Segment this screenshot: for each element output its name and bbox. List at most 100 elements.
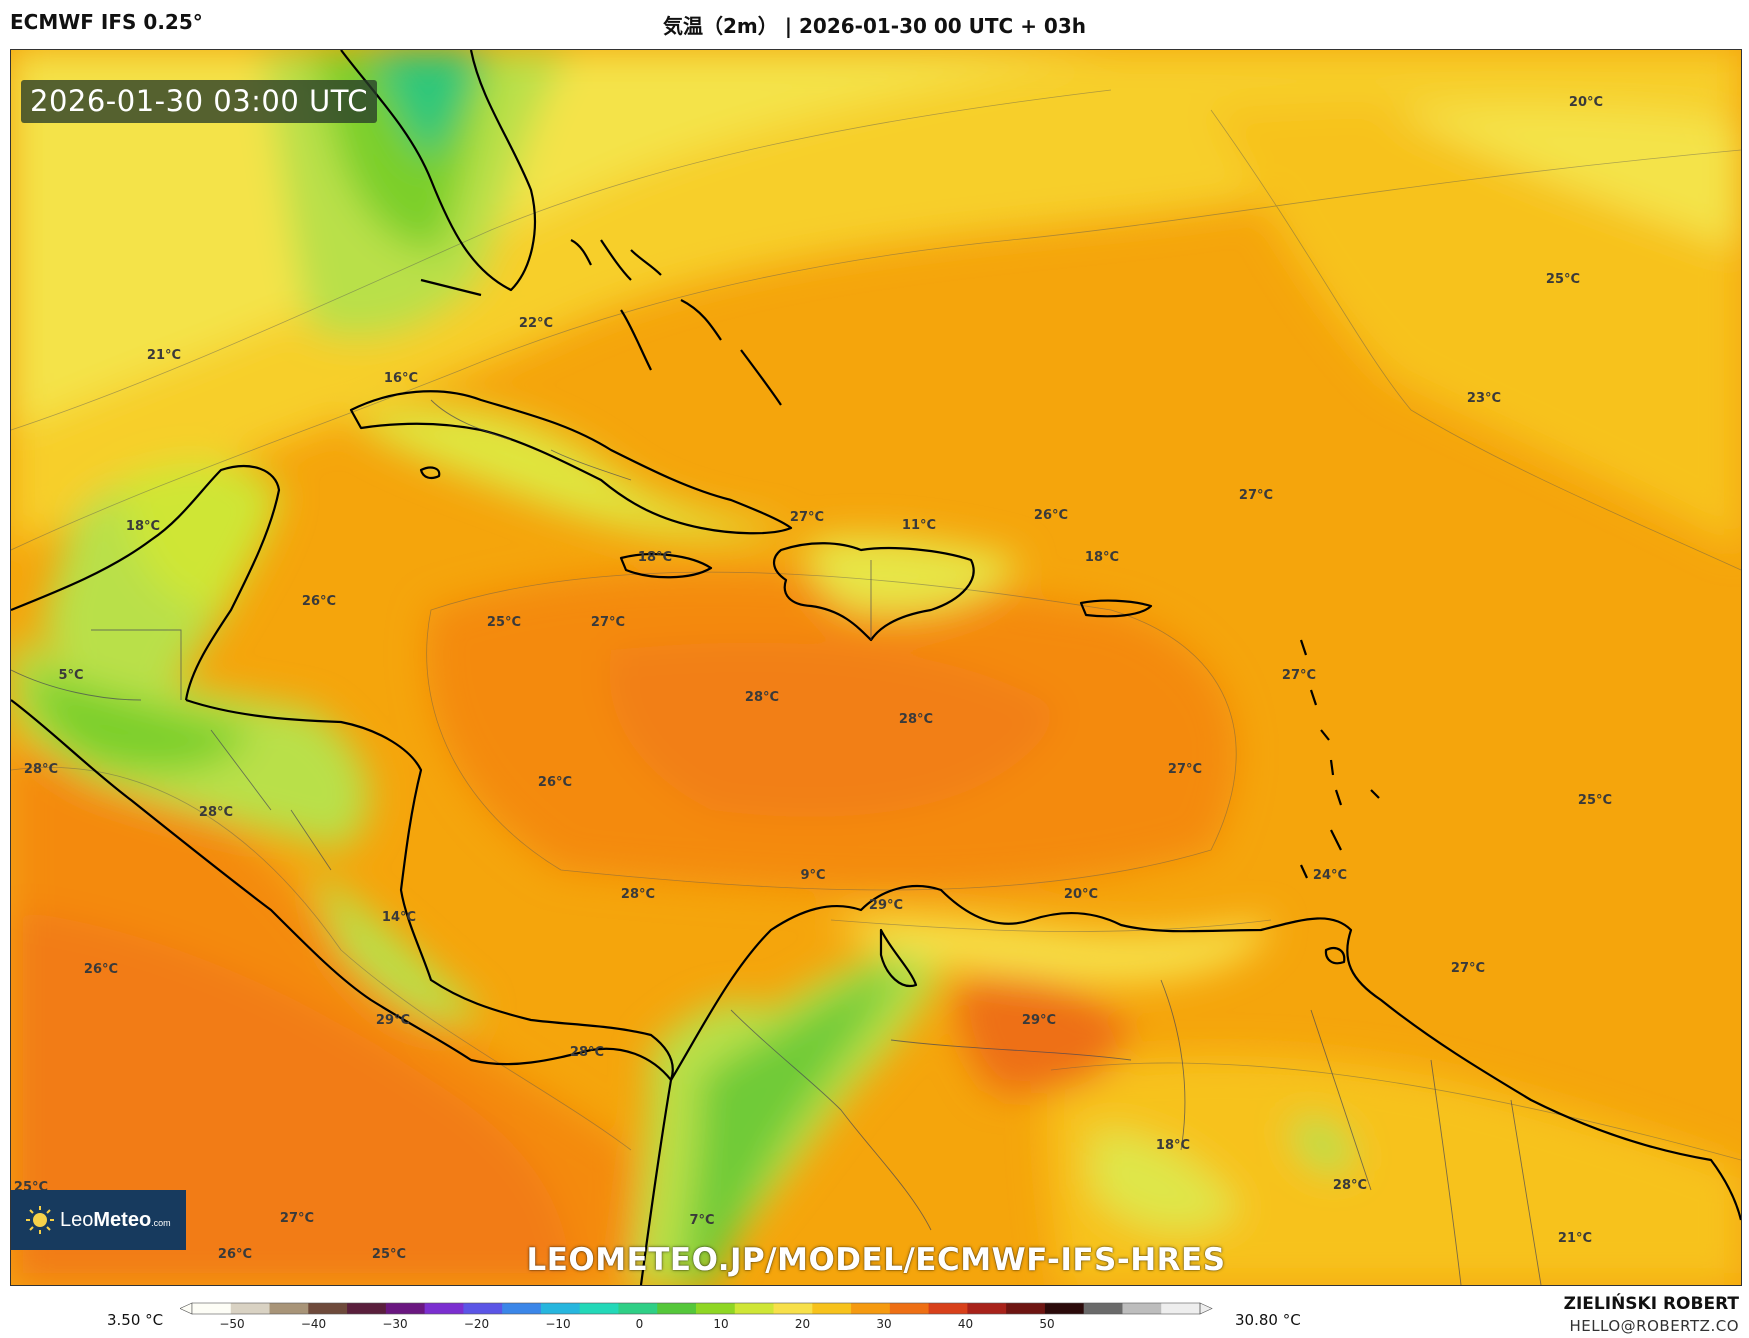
temperature-label: 20°C — [1569, 95, 1603, 110]
temperature-label: 25°C — [1578, 793, 1612, 808]
logo-text: LeoMeteo.com — [60, 1208, 171, 1231]
scale-tick-label: −40 — [301, 1317, 326, 1331]
weather-map[interactable]: 20°C 25°C 22°C 21°C 16°C 23°C 27°C 18°C 27°C 11°C… — [10, 49, 1742, 1286]
temperature-label: 27°C — [790, 510, 824, 525]
temperature-label: 28°C — [570, 1045, 604, 1060]
temperature-labels: 20°C 25°C 22°C 21°C 16°C 23°C 27°C 18°C 27°C 11°C… — [14, 95, 1612, 1262]
temperature-label: 9°C — [800, 868, 825, 883]
temperature-label: 26°C — [302, 594, 336, 609]
temperature-label: 22°C — [519, 316, 553, 331]
scale-tick-label: −30 — [382, 1317, 407, 1331]
temperature-label: 28°C — [199, 805, 233, 820]
legend-footer: 3.50 °C −50 −40 −30 −20 −10 0 10 20 30 40 50 30.80… — [0, 1288, 1749, 1338]
scale-swatch — [1122, 1303, 1162, 1314]
scale-swatch — [1161, 1303, 1201, 1314]
temperature-label: 20°C — [1064, 887, 1098, 902]
scale-swatch — [696, 1303, 736, 1314]
scale-swatch — [269, 1303, 309, 1314]
temperature-label: 29°C — [1022, 1013, 1056, 1028]
scale-swatch — [734, 1303, 775, 1314]
temperature-label: 18°C — [1085, 550, 1119, 565]
author-name: ZIELIŃSKI ROBERT — [1563, 1294, 1739, 1314]
scale-swatch — [657, 1303, 697, 1314]
temperature-label: 26°C — [538, 775, 572, 790]
borders — [11, 399, 1542, 1285]
temperature-label: 27°C — [1168, 762, 1202, 777]
min-value: 3.50 °C — [107, 1311, 164, 1329]
scale-swatch — [308, 1303, 348, 1314]
map-title: 気温（2m） | 2026-01-30 00 UTC + 03h — [663, 14, 1086, 38]
temperature-label: 28°C — [899, 712, 933, 727]
temperature-label: 29°C — [376, 1013, 410, 1028]
temperature-label: 18°C — [126, 519, 160, 534]
temperature-label: 18°C — [1156, 1138, 1190, 1153]
scale-swatch — [1006, 1303, 1046, 1314]
scale-swatch — [579, 1303, 619, 1314]
temperature-label: 11°C — [902, 518, 936, 533]
temperature-label: 28°C — [1333, 1178, 1367, 1193]
temperature-field: 20°C 25°C 22°C 21°C 16°C 23°C 27°C 18°C 27°C 11°C… — [11, 50, 1741, 1285]
temperature-label: 21°C — [1558, 1231, 1592, 1246]
scale-tick-label: −10 — [545, 1317, 570, 1331]
temperature-label: 27°C — [1239, 488, 1273, 503]
temperature-label: 25°C — [1546, 272, 1580, 287]
scale-tick-label: 0 — [636, 1317, 644, 1331]
temperature-label: 5°C — [58, 668, 83, 683]
scale-low-arrow — [180, 1302, 193, 1315]
scale-high-arrow — [1199, 1302, 1213, 1315]
temperature-label: 7°C — [689, 1213, 714, 1228]
temperature-label: 27°C — [280, 1211, 314, 1226]
author-email: HELLO@ROBERTZ.CO — [1569, 1317, 1739, 1335]
isotherm-contours — [11, 89, 1741, 1161]
temperature-label: 25°C — [372, 1247, 406, 1262]
model-url-watermark: LEOMETEO.JP/MODEL/ECMWF-IFS-HRES — [526, 1242, 1226, 1278]
coastlines — [11, 50, 1741, 1285]
scale-tick-label: 40 — [958, 1317, 973, 1331]
scale-tick-label: 30 — [876, 1317, 891, 1331]
temperature-label: 23°C — [1467, 391, 1501, 406]
scale-swatch — [192, 1303, 232, 1314]
temperature-label: 27°C — [591, 615, 625, 630]
temperature-label: 27°C — [1282, 668, 1316, 683]
temperature-label: 28°C — [745, 690, 779, 705]
author-credit: ZIELIŃSKI ROBERT HELLO@ROBERTZ.CO — [1564, 1293, 1739, 1337]
scale-swatch — [1044, 1303, 1085, 1314]
scale-frame — [191, 1302, 1201, 1315]
scale-swatch — [463, 1303, 503, 1314]
scale-tick-label: −50 — [219, 1317, 244, 1331]
scale-swatch — [618, 1303, 658, 1314]
temperature-label: 29°C — [869, 898, 903, 913]
temperature-label: 21°C — [147, 348, 181, 363]
temperature-label: 26°C — [1034, 508, 1068, 523]
scale-swatch — [385, 1303, 426, 1314]
scale-swatch — [347, 1303, 387, 1314]
scale-tick-label: −20 — [464, 1317, 489, 1331]
sun-icon — [26, 1206, 54, 1234]
model-name: ECMWF IFS 0.25° — [10, 10, 203, 34]
temperature-label: 26°C — [84, 962, 118, 977]
scale-swatch — [773, 1303, 813, 1314]
temperature-shading — [11, 50, 1741, 1285]
temperature-label: 26°C — [218, 1247, 252, 1262]
scale-swatch — [928, 1303, 968, 1314]
color-scale-bar: −50 −40 −30 −20 −10 0 10 20 30 40 50 — [180, 1302, 1213, 1331]
leometeo-logo[interactable]: LeoMeteo.com — [11, 1190, 186, 1250]
temperature-label: 14°C — [382, 910, 416, 925]
temperature-label: 24°C — [1313, 868, 1347, 883]
scale-swatch — [424, 1303, 464, 1314]
valid-time-badge: 2026-01-30 03:00 UTC — [21, 80, 378, 123]
scale-swatch — [889, 1303, 930, 1314]
scale-swatch — [967, 1303, 1007, 1314]
scale-swatch — [230, 1303, 271, 1314]
scale-tick-label: 20 — [795, 1317, 810, 1331]
temperature-label: 28°C — [621, 887, 655, 902]
scale-swatch — [502, 1303, 542, 1314]
temperature-label: 18°C — [638, 550, 672, 565]
scale-tick-label: 50 — [1039, 1317, 1054, 1331]
temperature-label: 25°C — [487, 615, 521, 630]
temperature-label: 16°C — [384, 371, 418, 386]
scale-swatch — [812, 1303, 852, 1314]
temperature-label: 27°C — [1451, 961, 1485, 976]
scale-swatch — [1083, 1303, 1123, 1314]
scale-swatch — [851, 1303, 891, 1314]
